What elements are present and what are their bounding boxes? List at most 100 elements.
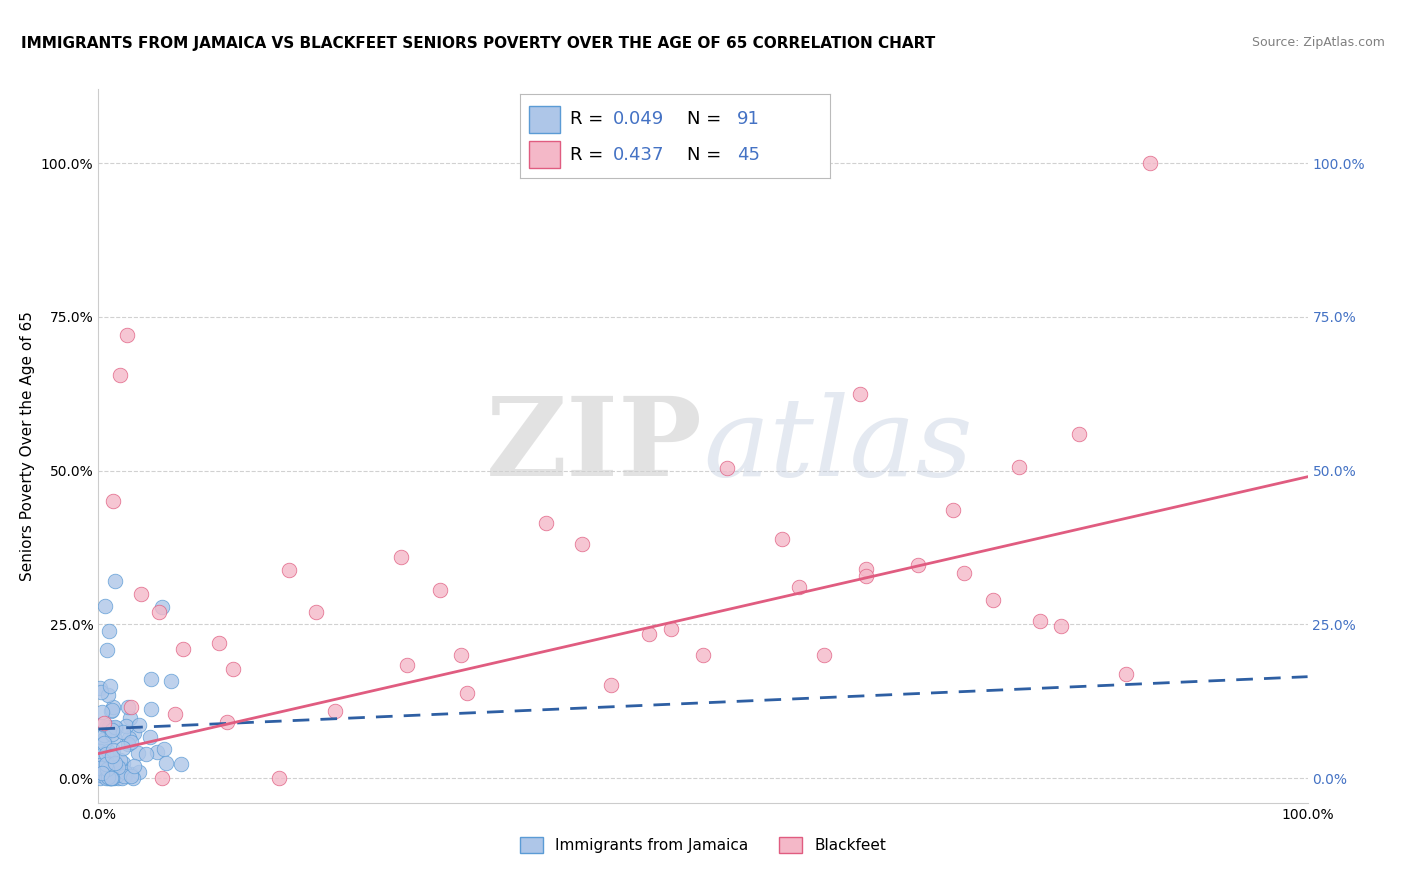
Point (97, 688, 120, 702)
Point (941, 503, 963, 517)
Point (1050, 619, 1073, 633)
Text: 91: 91 (737, 110, 759, 128)
Point (160, 673, 183, 688)
Point (96, 762, 118, 776)
Point (89, 761, 111, 775)
Point (115, 719, 138, 733)
Text: N =: N = (688, 110, 727, 128)
Point (122, 759, 145, 773)
Y-axis label: Seniors Poverty Over the Age of 65: Seniors Poverty Over the Age of 65 (20, 311, 35, 581)
Point (128, 718, 150, 732)
Point (770, 532, 793, 546)
Point (163, 707, 186, 722)
Point (215, 715, 238, 730)
Point (101, 494, 124, 508)
Point (155, 756, 177, 771)
Point (90, 685, 112, 699)
Point (150, 771, 173, 785)
Point (112, 770, 135, 784)
Point (112, 724, 135, 739)
Point (89, 681, 111, 695)
Point (94, 599, 117, 613)
Point (150, 600, 173, 615)
Point (659, 622, 682, 636)
Point (93, 747, 115, 762)
Point (1067, 427, 1090, 442)
Point (122, 771, 145, 785)
Point (120, 711, 142, 725)
Point (981, 592, 1004, 607)
Point (110, 753, 132, 767)
Point (389, 549, 412, 564)
Point (1029, 614, 1052, 628)
Point (100, 704, 122, 718)
Point (97, 624, 120, 638)
Text: Source: ZipAtlas.com: Source: ZipAtlas.com (1251, 36, 1385, 49)
Text: atlas: atlas (703, 392, 973, 500)
Point (90, 760, 112, 774)
Point (103, 771, 125, 785)
Point (396, 658, 419, 673)
Point (120, 766, 142, 780)
Point (100, 771, 122, 785)
FancyBboxPatch shape (530, 141, 561, 169)
Point (456, 686, 478, 700)
Point (96, 771, 118, 785)
Point (120, 769, 142, 783)
Legend: Immigrants from Jamaica, Blackfeet: Immigrants from Jamaica, Blackfeet (515, 831, 891, 859)
Point (101, 727, 124, 741)
Point (128, 764, 150, 779)
Point (93, 736, 115, 750)
Point (107, 771, 129, 785)
Point (139, 730, 162, 744)
Point (571, 537, 593, 551)
Point (103, 730, 125, 744)
Point (90, 705, 112, 719)
Point (599, 678, 621, 692)
Point (152, 742, 174, 756)
Point (97, 720, 120, 734)
Point (98, 771, 121, 785)
Point (787, 580, 810, 594)
Point (222, 662, 245, 676)
Point (96, 642, 118, 657)
Point (115, 767, 138, 781)
Point (101, 723, 124, 737)
Point (692, 648, 714, 662)
Point (98, 771, 121, 785)
Point (93, 728, 115, 742)
Point (145, 745, 167, 759)
Point (129, 587, 152, 601)
Point (104, 574, 127, 589)
Point (89, 758, 111, 772)
Text: 0.437: 0.437 (613, 145, 665, 163)
Point (97, 744, 120, 758)
Point (117, 328, 139, 343)
Point (139, 672, 162, 686)
Point (104, 760, 127, 774)
Point (117, 700, 139, 714)
Point (111, 740, 134, 755)
Point (855, 562, 877, 576)
Point (89, 736, 111, 750)
Point (101, 767, 124, 781)
Point (1115, 666, 1137, 681)
Point (277, 563, 299, 577)
Point (450, 648, 472, 662)
Point (100, 771, 122, 785)
Point (94, 720, 117, 734)
Point (1139, 156, 1161, 170)
Point (111, 771, 134, 785)
Point (907, 558, 929, 573)
Point (101, 699, 124, 714)
Point (103, 720, 125, 734)
Point (120, 735, 142, 749)
Point (139, 702, 162, 716)
Point (112, 756, 135, 771)
Point (98, 764, 121, 778)
Point (101, 764, 124, 778)
Point (96, 747, 118, 761)
Point (91, 717, 114, 731)
Point (98, 679, 121, 693)
Point (111, 762, 134, 776)
